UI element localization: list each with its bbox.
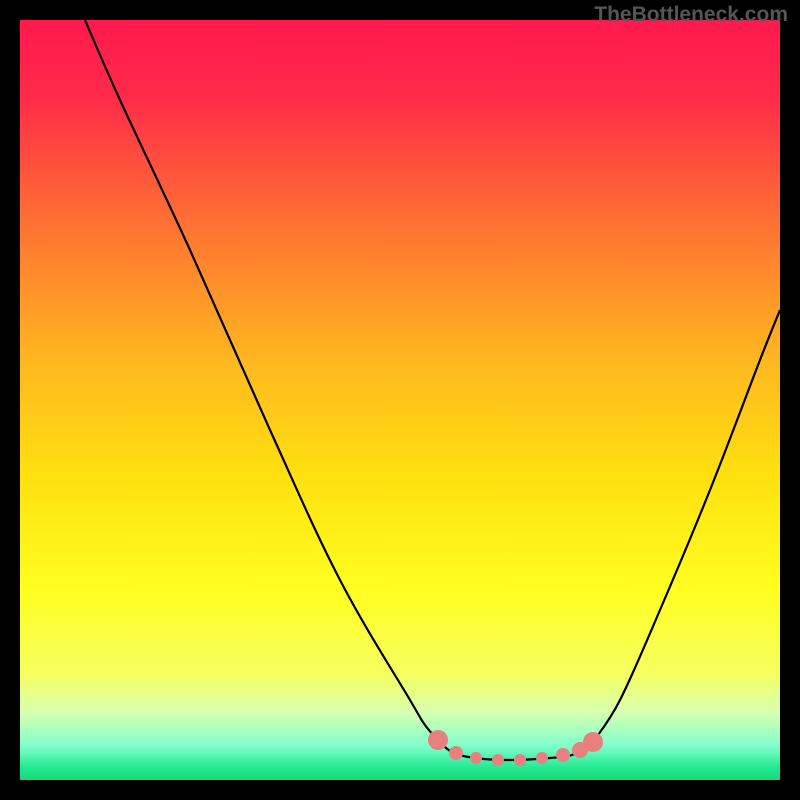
gradient-background	[20, 20, 780, 780]
bottleneck-chart	[20, 20, 780, 780]
valley-dot	[514, 754, 526, 766]
valley-dot	[449, 746, 463, 760]
valley-dot	[556, 748, 570, 762]
valley-dot	[536, 752, 548, 764]
watermark-text: TheBottleneck.com	[594, 3, 788, 27]
valley-dot	[583, 732, 603, 752]
valley-dot	[428, 730, 448, 750]
valley-dot	[492, 754, 504, 766]
valley-dot	[470, 752, 482, 764]
